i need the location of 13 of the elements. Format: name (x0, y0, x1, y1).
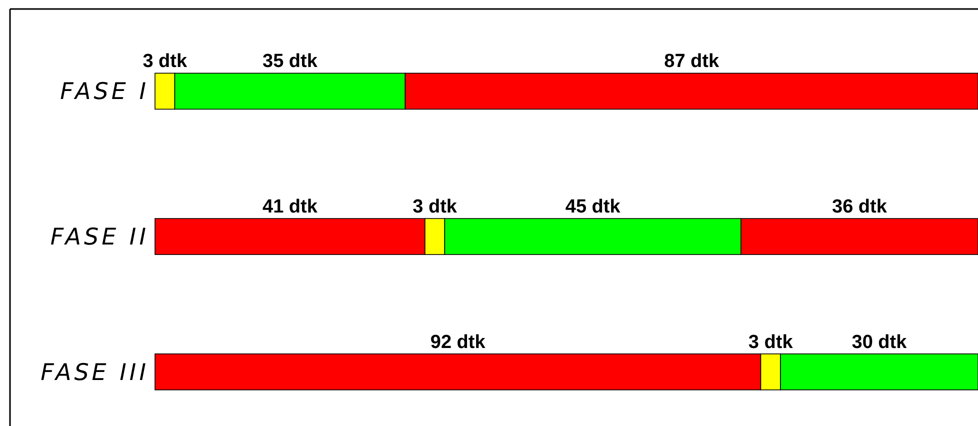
data-label: 3 dtk (412, 196, 458, 218)
y-tick-label: FASE I (60, 79, 149, 106)
data-label: 41 dtk (262, 196, 318, 218)
data-label: 45 dtk (565, 196, 621, 218)
y-tick-label: FASE II (50, 224, 149, 251)
data-label: 3 dtk (142, 51, 188, 72)
data-label: 36 dtk (832, 196, 888, 218)
y-tick-label: FASE III (40, 360, 149, 386)
data-label: 3 dtk (748, 332, 794, 353)
data-label: 92 dtk (430, 332, 486, 353)
data-label: 87 dtk (664, 51, 720, 72)
data-label: 35 dtk (262, 51, 318, 72)
data-label: 30 dtk (852, 332, 908, 353)
